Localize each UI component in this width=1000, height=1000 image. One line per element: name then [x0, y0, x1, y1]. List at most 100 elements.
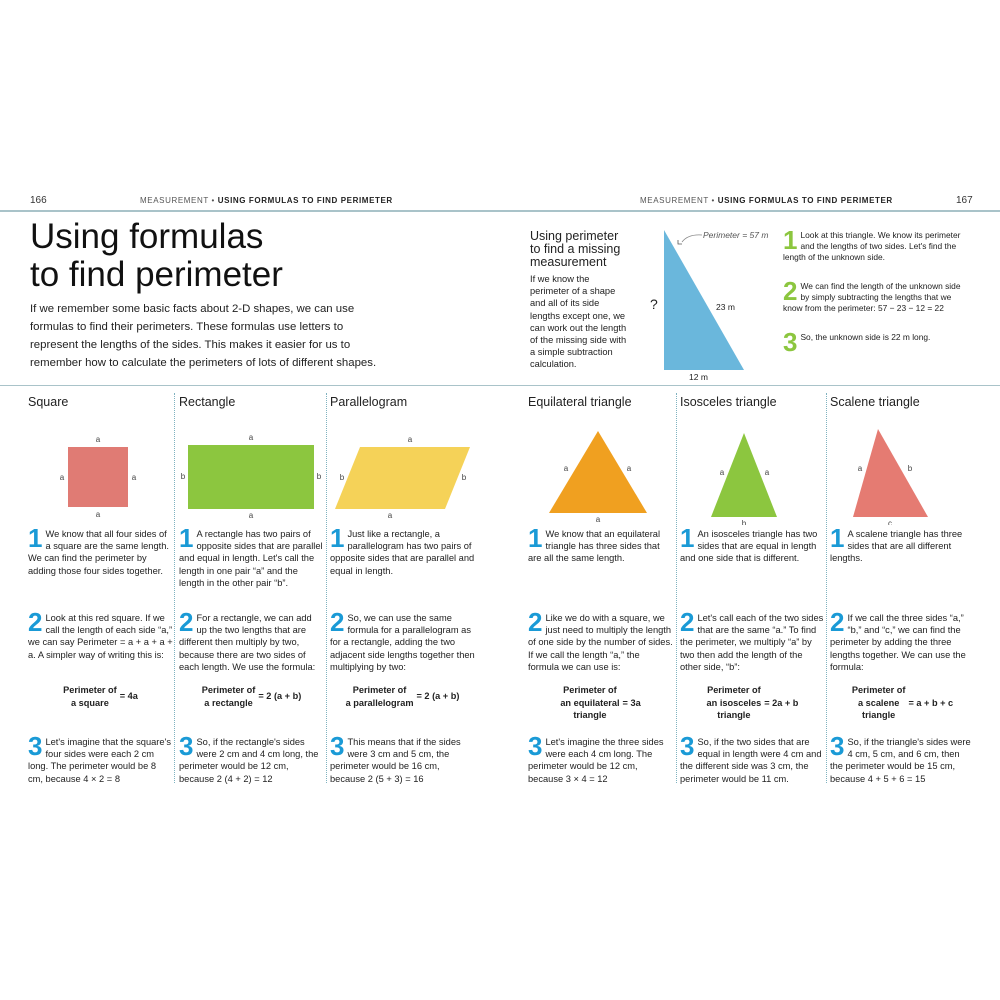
intro-text: If we remember some basic facts about 2-…	[30, 303, 377, 369]
shape-column-isosceles: Isosceles triangle a a b 1 An isosceles trian…	[680, 395, 825, 784]
column-heading: Parallelogram	[330, 395, 408, 409]
formula-label-line: an equilateral	[560, 697, 620, 708]
formula-label: Perimeter of a square	[63, 684, 117, 709]
step-text: Like we do with a square, we just need t…	[528, 613, 673, 672]
formula: Perimeter of a square = 4a	[28, 684, 173, 709]
title-line: Using formulas	[30, 217, 264, 256]
shape-column-square: Square a a a a 1 We know that all four sides o…	[28, 395, 173, 784]
side-label: b	[742, 519, 747, 525]
step-number: 1	[179, 523, 194, 553]
pointer-line	[681, 234, 703, 243]
formula-label-line: triangle	[862, 710, 896, 720]
formula-label-line: Perimeter of	[851, 685, 906, 695]
page-number-right: 167	[956, 195, 973, 206]
formula: Perimeter of an equilateral triangle = 3a	[528, 684, 673, 722]
shape-column-parallelogram: Parallelogram a b b a 1 Just like a rectangle,…	[330, 395, 475, 784]
step-text: So, the unknown side is 22 m long.	[800, 332, 931, 342]
step-text: So, if the triangle's sides were 4 cm, 5…	[830, 737, 971, 784]
unknown-side-label: ?	[650, 296, 658, 312]
step-number: 3	[680, 731, 695, 761]
formula-label-line: Perimeter of	[201, 685, 256, 695]
step-text: We know that all four sides of a square …	[28, 529, 169, 576]
step-number: 1	[28, 523, 43, 553]
perimeter-label: Perimeter = 57 m	[703, 230, 769, 240]
step-text: So, if the two sides that are equal in l…	[680, 737, 822, 784]
column-heading: Equilateral triangle	[528, 395, 632, 409]
side-label: b	[340, 473, 345, 482]
step-number: 2	[528, 607, 543, 637]
side-label: a	[765, 468, 770, 477]
step-text: So, if the rectangle's sides were 2 cm a…	[179, 737, 319, 784]
step-number: 1	[528, 523, 543, 553]
formula-label: Perimeter of a rectangle	[202, 684, 256, 709]
formula-label: Perimeter of an isosceles triangle	[707, 684, 762, 722]
formula-label-line: triangle	[717, 710, 751, 720]
column-divider	[174, 393, 175, 783]
formula: Perimeter of a parallelogram = 2 (a + b)	[330, 684, 475, 709]
missing-measurement-text: If we know the perimeter of a shape and …	[530, 274, 627, 370]
step-text: If we call the three sides “a,” “b,” and…	[830, 613, 966, 672]
side-label: a	[249, 433, 254, 442]
base-label: 12 m	[689, 372, 708, 382]
page-title: Using formulas to find perimeter	[30, 218, 283, 294]
side-label: a	[627, 464, 632, 473]
formula-value: = 3a	[622, 697, 641, 708]
side-label: a	[564, 464, 569, 473]
step-number: 1	[830, 523, 845, 553]
header-rule	[0, 210, 1000, 212]
step-number: 3	[179, 731, 194, 761]
side-label: b	[908, 464, 913, 473]
subtitle-line: Using perimeter	[530, 229, 619, 243]
formula-label-line: a square	[71, 697, 109, 708]
step-text: Let's imagine that the square's four sid…	[28, 737, 171, 784]
step-text: A scalene triangle has three sides that …	[830, 529, 963, 564]
formula-label-line: Perimeter of	[352, 685, 407, 695]
subtitle-line: to find a missing	[530, 242, 621, 256]
step-number: 2	[783, 276, 798, 306]
rectangle-shape	[188, 445, 314, 509]
column-heading: Rectangle	[179, 395, 236, 409]
formula-label-line: Perimeter of	[707, 685, 761, 695]
formula-label-line: Perimeter of	[563, 685, 617, 695]
step-number: 3	[783, 327, 798, 357]
parallelogram-diagram: a b b a	[335, 435, 470, 520]
formula-value: = 4a	[119, 691, 138, 702]
side-label: b	[462, 473, 467, 482]
side-label: b	[181, 472, 186, 481]
step-number: 2	[28, 607, 43, 637]
column-heading: Scalene triangle	[830, 395, 920, 409]
side-label: c	[888, 519, 892, 525]
formula-value: = 2 (a + b)	[416, 691, 460, 702]
side-label: a	[388, 511, 393, 520]
section-rule	[0, 385, 1000, 386]
formula-label-line: triangle	[573, 710, 607, 720]
formula: Perimeter of a rectangle = 2 (a + b)	[179, 684, 324, 709]
step-number: 3	[330, 731, 345, 761]
formula-label-line: Perimeter of	[63, 685, 117, 695]
column-heading: Square	[28, 395, 69, 409]
column-divider	[826, 393, 827, 783]
step-number: 1	[783, 225, 798, 255]
missing-step-1: 1 Look at this triangle. We know its peri…	[783, 225, 963, 263]
step-3: 3 So, if the two sides that are equal in …	[680, 731, 825, 785]
side-label: a	[132, 473, 137, 482]
step-3: 3 So, if the triangle's sides were 4 cm, …	[830, 733, 975, 785]
square-diagram: a a a a	[60, 435, 137, 519]
step-1: 1 An isosceles triangle has two sides tha…	[680, 525, 825, 565]
formula-value: = a + b + c	[908, 697, 954, 708]
step-1: 1 We know that an equilateral triangle ha…	[528, 523, 673, 565]
shape-column-scalene: Scalene triangle a b c 1 A scalene triangle h…	[830, 395, 975, 784]
formula-value: = 2a + b	[764, 697, 799, 708]
side-label: a	[96, 435, 101, 444]
step-3: 3 Let's imagine that the square's four si…	[28, 733, 173, 785]
formula: Perimeter of an isosceles triangle = 2a + b	[680, 684, 825, 722]
step-2: 2 If we call the three sides “a,” “b,” an…	[830, 609, 975, 673]
topic-label: USING FORMULAS TO FIND PERIMETER	[217, 196, 393, 205]
column-heading: Isosceles triangle	[680, 395, 777, 409]
right-triangle	[664, 230, 744, 370]
step-3: 3 So, if the rectangle's sides were 2 cm …	[179, 731, 324, 785]
step-text: So, we can use the same formula for a pa…	[330, 613, 475, 672]
step-number: 2	[179, 607, 194, 637]
